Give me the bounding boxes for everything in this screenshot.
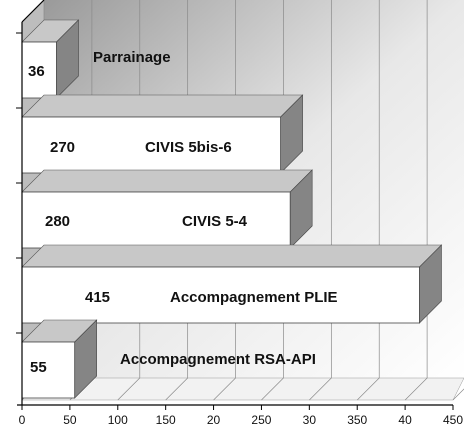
y-ticks [16,32,22,334]
x-tick-label: 40 [398,413,412,427]
category-label: Accompagnement RSA-API [120,351,316,368]
grid-line [452,388,464,401]
axis-edge [21,0,45,23]
bars [21,19,443,399]
bar [21,116,282,174]
data-label: 36 [28,63,45,80]
category-label: CIVIS 5bis-6 [145,139,232,156]
grid-line [404,0,428,401]
x-tick-label: 100 [108,413,128,427]
x-tick-label: 0 [19,413,26,427]
category-label: Parrainage [93,49,171,66]
data-label: 415 [85,289,110,306]
data-label: 280 [45,213,70,230]
grid-line [309,0,332,401]
bar-top [21,244,443,268]
x-tick-label: 150 [156,413,176,427]
x-tick-label: 450 [443,413,463,427]
data-label: 55 [30,359,47,376]
data-label: 270 [50,139,75,156]
x-tick-label: 350 [347,413,367,427]
x-tick-label: 30 [303,413,317,427]
x-tick-label: 50 [63,413,77,427]
bar-top [21,94,304,118]
bar [21,341,76,399]
category-label: Accompagnement PLIE [170,289,338,306]
grid-line [356,0,380,401]
bar [21,266,420,324]
x-tick-label: 20 [207,413,221,427]
bar [21,191,291,249]
category-label: CIVIS 5-4 [182,213,248,230]
x-tick-label: 250 [251,413,271,427]
bar-top [21,169,313,193]
